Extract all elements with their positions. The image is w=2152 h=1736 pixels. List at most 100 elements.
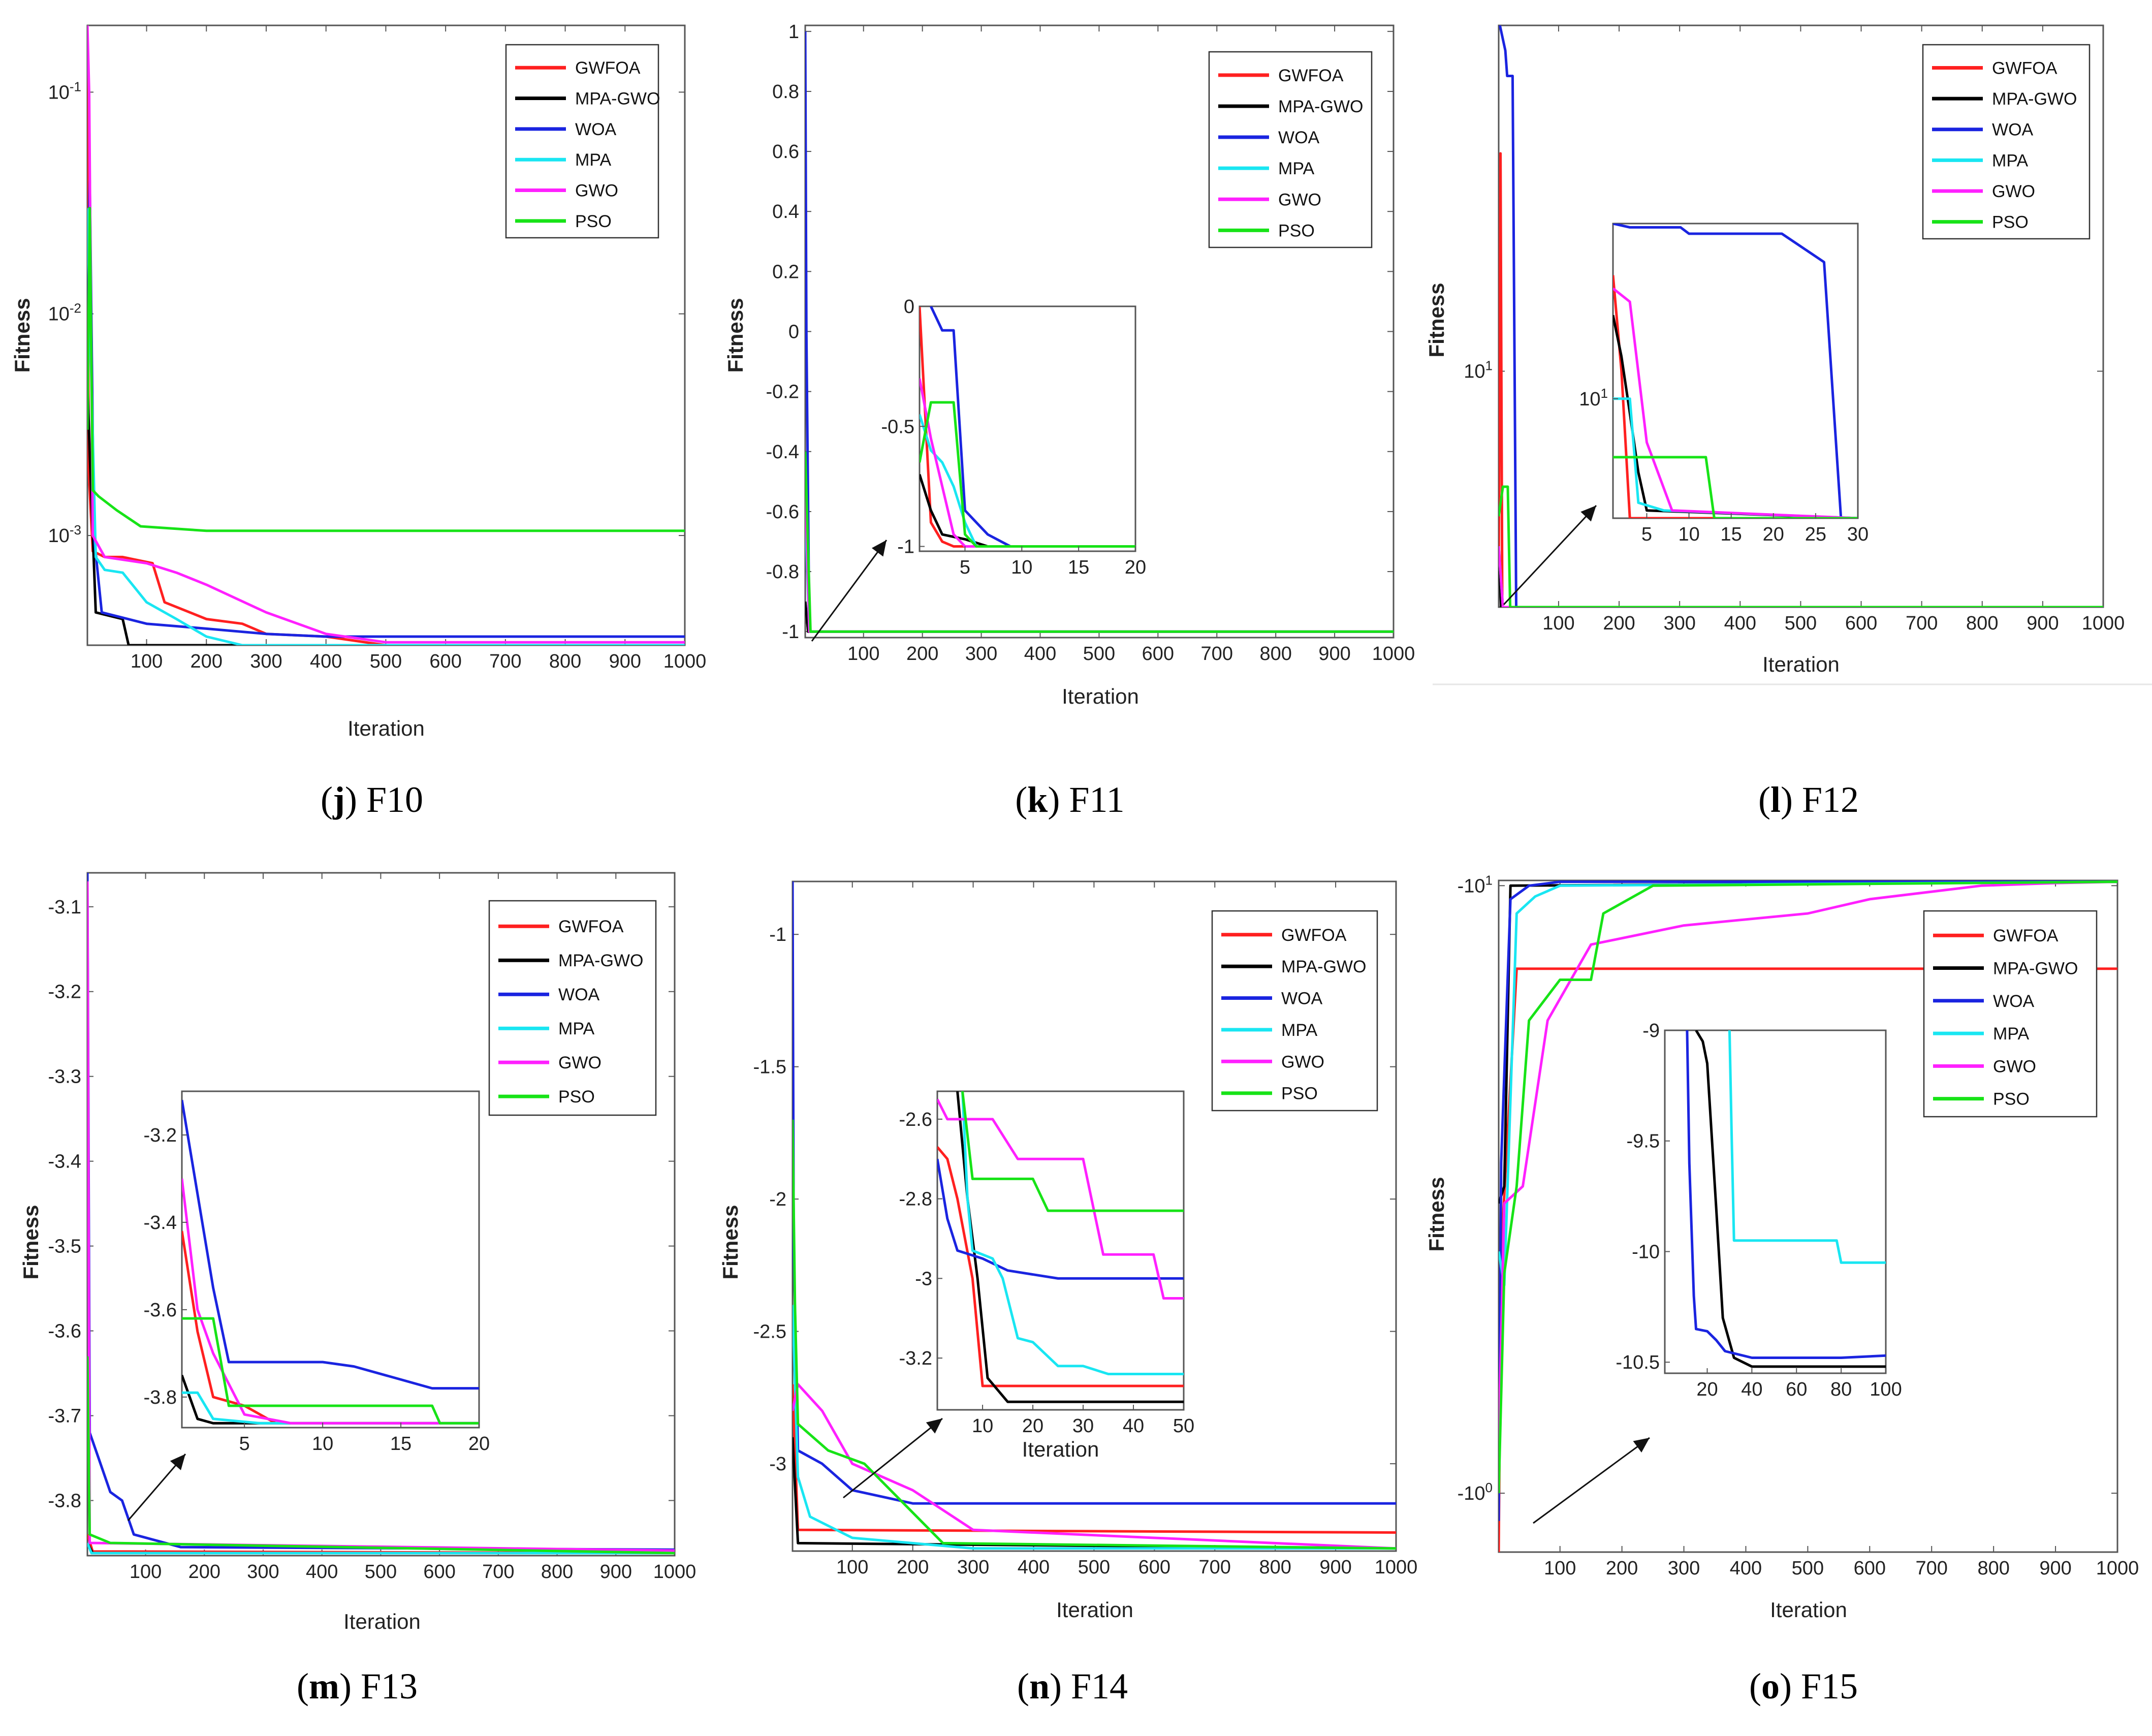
legend-label: GWO xyxy=(575,181,618,201)
inset-frame xyxy=(919,305,1136,552)
x-tick-label: 700 xyxy=(489,651,521,672)
x-tick-label: 600 xyxy=(1845,613,1877,634)
inset-series-gwfoa xyxy=(1613,275,1858,518)
caption-text: F15 xyxy=(1801,1666,1858,1707)
panel-l: 100 200 300 400 500 600 700 800 900 1000 101 Iterat… xyxy=(1425,24,2125,820)
x-tick-label: 900 xyxy=(600,1561,632,1583)
inset-y-tick-label: -2.6 xyxy=(899,1109,932,1130)
inset-y-tick-label: -10.5 xyxy=(1616,1352,1660,1373)
x-tick-label: 500 xyxy=(1785,613,1817,634)
x-tick-label: 200 xyxy=(191,651,223,672)
caption-letter: m xyxy=(309,1666,339,1707)
y-tick-label: -3.7 xyxy=(48,1406,81,1427)
inset-series-mpa-gwo xyxy=(1695,1030,1886,1368)
y-axis-label: Fitness xyxy=(19,1205,43,1279)
y-tick-label: -0.8 xyxy=(766,561,799,583)
inset-y-tick-label: -3.2 xyxy=(144,1125,177,1146)
caption-text: F10 xyxy=(366,779,423,820)
zoom-arrow-head xyxy=(170,1454,185,1470)
x-tick-label: 700 xyxy=(1906,613,1938,634)
inset-series-woa xyxy=(930,306,1135,548)
legend-label: PSO xyxy=(1992,213,2029,232)
caption-letter: n xyxy=(1029,1666,1050,1707)
legend-label: GWO xyxy=(1281,1052,1324,1071)
caption-letter: k xyxy=(1027,779,1048,820)
inset-y-tick-label: 0 xyxy=(904,296,914,318)
main-series-woa xyxy=(1499,25,2103,607)
inset-x-tick-label: 40 xyxy=(1741,1379,1762,1400)
inset-y-tick-label: -3 xyxy=(915,1268,932,1289)
y-tick-label: 0 xyxy=(788,322,799,343)
inset-x-tick-label: 100 xyxy=(1870,1379,1902,1400)
inset-x-tick-label: 5 xyxy=(239,1433,250,1455)
x-tick-label: 500 xyxy=(1792,1558,1824,1579)
main-series-gwo xyxy=(87,881,675,1552)
x-tick-label: 900 xyxy=(609,651,641,672)
x-tick-label: 400 xyxy=(1730,1558,1762,1579)
x-tick-label: 100 xyxy=(131,651,163,672)
x-axis-label: Iteration xyxy=(1062,684,1139,708)
legend-label: GWO xyxy=(1992,182,2035,201)
legend-label: WOA xyxy=(558,985,600,1004)
inset-series-pso xyxy=(961,1091,1184,1212)
x-tick-label: 600 xyxy=(1142,643,1174,665)
y-tick-label: -3.8 xyxy=(48,1490,81,1511)
inset-x-tick-label: 15 xyxy=(1068,557,1089,578)
x-axis-label: Iteration xyxy=(343,1609,421,1633)
y-axis-label: Fitness xyxy=(10,298,34,372)
main-series-pso xyxy=(87,1356,675,1555)
inset-frame xyxy=(1664,1029,1887,1374)
panel-caption: (l) F12 xyxy=(1758,779,1859,820)
x-axis-label: Iteration xyxy=(1762,652,1840,676)
x-tick-label: 900 xyxy=(1318,643,1350,665)
inset-x-axis-label: Iteration xyxy=(1022,1437,1099,1461)
inset-series-gwo xyxy=(1613,287,1858,518)
x-tick-label: 400 xyxy=(1018,1557,1050,1578)
legend-label: MPA-GWO xyxy=(1278,97,1363,116)
y-tick-label: 101 xyxy=(1464,358,1493,383)
y-tick-label: 0.2 xyxy=(772,261,799,282)
legend-label: PSO xyxy=(1281,1084,1318,1103)
zoom-arrow-head xyxy=(1633,1438,1650,1453)
y-tick-label: -1 xyxy=(769,924,786,945)
legend-label: GWO xyxy=(1278,190,1321,209)
x-tick-label: 1000 xyxy=(653,1561,697,1583)
inset-series-mpa xyxy=(961,1091,1184,1375)
y-tick-label: -1.5 xyxy=(753,1057,786,1078)
inset-series-pso xyxy=(1613,456,1858,518)
legend-label: MPA xyxy=(558,1019,594,1038)
x-tick-label: 1000 xyxy=(663,651,707,672)
y-tick-label: -3.3 xyxy=(48,1066,81,1088)
y-tick-label: 10-3 xyxy=(48,522,81,547)
x-tick-label: 800 xyxy=(1259,1557,1291,1578)
x-tick-label: 600 xyxy=(429,651,461,672)
x-tick-label: 300 xyxy=(1668,1558,1700,1579)
legend-label: MPA xyxy=(1992,151,2028,170)
y-tick-label: -3 xyxy=(769,1454,786,1475)
x-tick-label: 800 xyxy=(1259,643,1291,665)
legend-label: GWFOA xyxy=(1281,926,1347,945)
x-tick-label: 300 xyxy=(1663,613,1695,634)
x-tick-label: 400 xyxy=(1024,643,1056,665)
inset-x-tick-label: 20 xyxy=(1125,557,1146,578)
main-series-mpa xyxy=(793,1305,1396,1550)
x-tick-label: 600 xyxy=(1138,1557,1170,1578)
inset-y-tick-label: -1 xyxy=(897,536,914,558)
panel-o: 100 200 300 400 500 600 700 800 900 1000 -100 -101 I… xyxy=(1425,872,2139,1707)
inset-x-tick-label: 50 xyxy=(1173,1415,1194,1437)
x-tick-label: 500 xyxy=(1083,643,1115,665)
inset-y-tick-label: -10 xyxy=(1632,1241,1660,1262)
main-series-gwfoa xyxy=(1499,152,2103,607)
x-tick-label: 800 xyxy=(1966,613,1998,634)
zoom-arrow-head xyxy=(871,540,887,557)
y-tick-label: -0.4 xyxy=(766,441,799,463)
inset-x-tick-label: 10 xyxy=(1011,557,1032,578)
inset-y-tick-label: -2.8 xyxy=(899,1189,932,1210)
y-tick-label: -3.2 xyxy=(48,982,81,1003)
caption-letter: j xyxy=(332,779,345,820)
inset-y-tick-label: -3.4 xyxy=(144,1212,177,1234)
y-axis-label: Fitness xyxy=(723,298,747,372)
inset-frame xyxy=(936,1090,1185,1411)
x-tick-label: 200 xyxy=(1603,613,1635,634)
inset-k: 5 10 15 20 0 -0.5 -1 xyxy=(881,296,1147,578)
